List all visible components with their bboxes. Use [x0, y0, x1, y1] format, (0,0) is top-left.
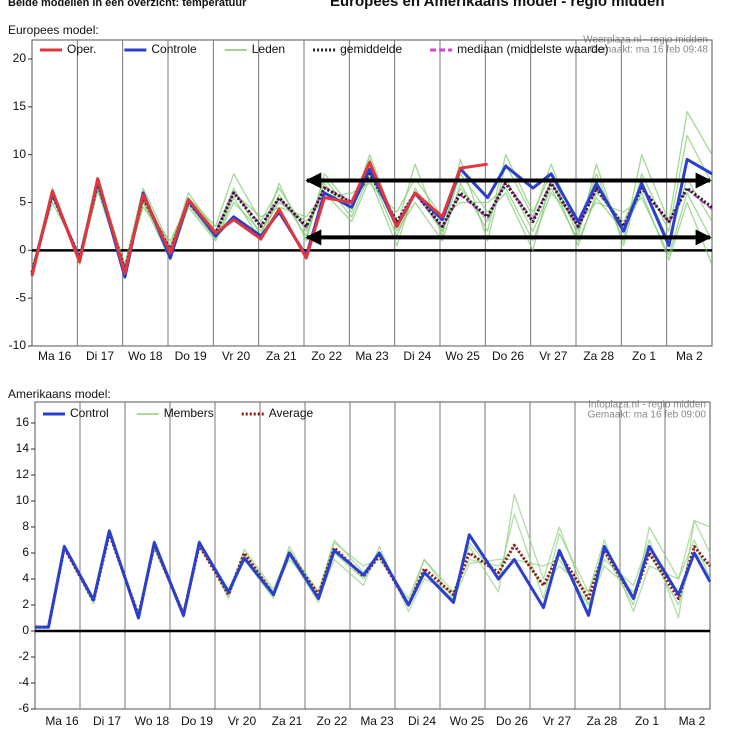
y-tick-label: 5: [19, 195, 26, 209]
y-tick-label: 16: [16, 415, 30, 429]
legend-label: Oper.: [67, 42, 96, 56]
y-tick-label: 10: [16, 493, 30, 507]
x-tick-label: Za 28: [587, 714, 618, 728]
y-tick-label: -4: [18, 675, 29, 689]
y-tick-label: 15: [13, 99, 27, 113]
x-tick-label: Zo 1: [632, 349, 656, 363]
legend-label: Leden: [252, 42, 285, 56]
x-tick-label: Do 19: [175, 349, 207, 363]
source-text: Infoplaza.nl - regio midden: [588, 400, 706, 411]
header-left: Beide modellen in een overzicht: tempera…: [8, 0, 247, 9]
chart-label: Europees model:: [8, 23, 99, 37]
y-tick-label: 14: [16, 441, 30, 455]
series-line: [35, 529, 712, 629]
x-tick-label: Wo 25: [445, 349, 480, 363]
member-line: [31, 173, 713, 273]
legend-label: Control: [70, 406, 109, 420]
y-tick-label: 0: [19, 243, 26, 257]
series-line: [31, 171, 713, 273]
x-tick-label: Vr 27: [539, 349, 568, 363]
source-text: Gemaakt: ma 16 feb 09:48: [590, 45, 709, 56]
legend-label: mediaan (middelste waarde): [457, 42, 608, 56]
x-tick-label: Zo 1: [635, 714, 659, 728]
x-tick-label: Zo 22: [311, 349, 342, 363]
x-tick-label: Di 24: [408, 714, 436, 728]
x-tick-label: Do 19: [181, 714, 213, 728]
y-tick-label: -5: [15, 290, 26, 304]
x-tick-label: Ma 23: [360, 714, 394, 728]
series-line: [30, 157, 713, 279]
x-tick-label: Di 17: [86, 349, 114, 363]
member-line: [31, 110, 713, 271]
x-tick-label: Ma 16: [45, 714, 79, 728]
y-tick-label: 12: [16, 467, 30, 481]
x-tick-label: Za 28: [583, 349, 614, 363]
y-tick-label: -6: [18, 701, 29, 715]
y-tick-label: 2: [22, 597, 29, 611]
y-tick-label: -2: [18, 649, 29, 663]
x-tick-label: Zo 22: [317, 714, 348, 728]
series-line: [30, 160, 488, 277]
y-tick-label: 10: [13, 147, 27, 161]
x-tick-label: Ma 2: [679, 714, 706, 728]
source-text: Gemaakt: ma 16 feb 09:00: [588, 410, 707, 421]
legend-label: Average: [269, 406, 314, 420]
x-tick-label: Do 26: [496, 714, 528, 728]
plot-frame: [34, 401, 711, 710]
x-tick-label: Do 26: [492, 349, 524, 363]
x-tick-label: Wo 25: [450, 714, 485, 728]
x-tick-label: Ma 23: [355, 349, 389, 363]
x-tick-label: Di 17: [93, 714, 121, 728]
y-tick-label: -10: [9, 338, 27, 352]
x-tick-label: Wo 18: [128, 349, 163, 363]
y-tick-label: 20: [13, 51, 27, 65]
legend-label: Controle: [151, 42, 197, 56]
x-tick-label: Wo 18: [135, 714, 170, 728]
y-tick-label: 6: [22, 545, 29, 559]
series-line: [30, 172, 713, 273]
plot-frame: [31, 39, 713, 347]
x-tick-label: Za 21: [272, 714, 303, 728]
x-tick-label: Za 21: [266, 349, 297, 363]
x-tick-label: Vr 27: [543, 714, 572, 728]
x-tick-label: Ma 16: [38, 349, 72, 363]
x-tick-label: Di 24: [403, 349, 431, 363]
header-title: Europees en Amerikaans model - regio mid…: [330, 0, 665, 10]
legend-label: gemiddelde: [340, 42, 402, 56]
y-tick-label: 0: [22, 623, 29, 637]
member-line: [31, 134, 713, 270]
x-tick-label: Vr 20: [222, 349, 251, 363]
x-tick-label: Ma 2: [676, 349, 703, 363]
x-tick-label: Vr 20: [228, 714, 257, 728]
y-tick-label: 8: [22, 519, 29, 533]
y-tick-label: 4: [22, 571, 29, 585]
legend-label: Members: [164, 406, 214, 420]
chart-label: Amerikaans model:: [8, 387, 111, 401]
